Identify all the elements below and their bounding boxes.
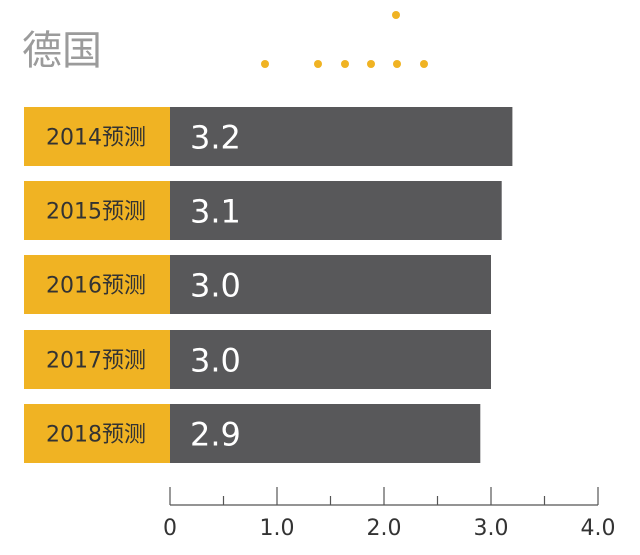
- value-label: 3.1: [190, 193, 241, 231]
- decor-dot: [367, 60, 375, 68]
- decor-dot: [314, 60, 322, 68]
- x-tick-label: 0: [163, 516, 177, 541]
- bar: [170, 255, 491, 314]
- decor-dot: [392, 11, 400, 19]
- decor-dot: [420, 60, 428, 68]
- bar: [170, 404, 481, 463]
- category-box: [24, 255, 170, 314]
- decorative-dots: [261, 11, 428, 68]
- category-box: [24, 107, 170, 166]
- category-label: 2015预测: [46, 200, 146, 225]
- bar: [170, 330, 491, 389]
- value-label: 2.9: [190, 416, 241, 454]
- bar: [170, 107, 513, 166]
- x-tick-label: 4.0: [581, 516, 616, 541]
- category-box: [24, 181, 170, 240]
- category-label: 2014预测: [46, 126, 146, 151]
- value-label: 3.0: [190, 342, 241, 380]
- category-box: [24, 404, 170, 463]
- decor-dot: [341, 60, 349, 68]
- value-label: 3.0: [190, 267, 241, 305]
- x-axis: 0 1.0 2.0 3.0 4.0: [163, 487, 616, 541]
- x-tick-label: 1.0: [260, 516, 295, 541]
- chart-title: 德国: [22, 28, 102, 74]
- category-label: 2018预测: [46, 423, 146, 448]
- value-label: 3.2: [190, 119, 241, 157]
- decor-dot: [393, 60, 401, 68]
- x-tick-label: 3.0: [474, 516, 509, 541]
- category-label: 2017预测: [46, 349, 146, 374]
- decor-dot: [261, 60, 269, 68]
- category-box: [24, 330, 170, 389]
- bars-group: 2014预测 3.2 2015预测 3.1 2016预测 3.0 2017预测 3.0 2018…: [24, 107, 513, 463]
- x-tick-label: 2.0: [367, 516, 402, 541]
- bar: [170, 181, 502, 240]
- category-label: 2016预测: [46, 274, 146, 299]
